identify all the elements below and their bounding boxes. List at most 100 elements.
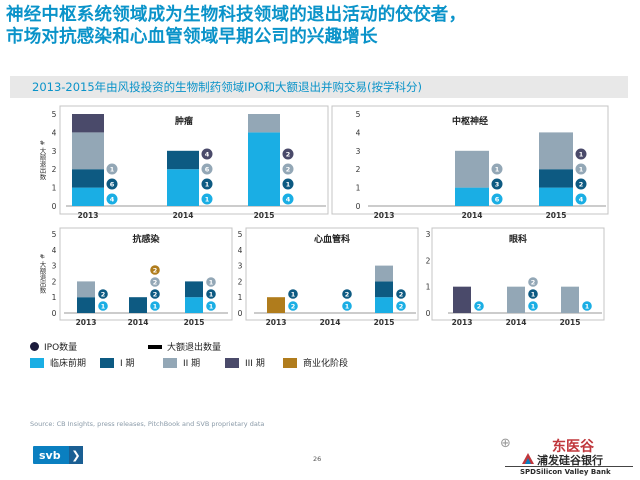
bar-segment (72, 114, 104, 133)
legend-commercial: 商业化阶段 (283, 356, 348, 369)
phase1-swatch (100, 357, 114, 368)
y-tick-label: 3 (356, 147, 361, 156)
bar-segment (267, 297, 285, 313)
legend-ipo-label: IPO数量 (44, 343, 78, 353)
x-tick-label: 2015 (560, 318, 581, 327)
bar-segment (455, 150, 489, 188)
chart-frame-1 (331, 105, 609, 215)
chart-title: 心血管科 (314, 233, 350, 245)
chart-title: 眼科 (509, 233, 527, 245)
page-number: 26 (313, 455, 322, 463)
ipo-count-label: 1 (205, 196, 210, 204)
ipo-count-label: 2 (291, 303, 296, 311)
ipo-count-circle (574, 162, 588, 176)
phase3-swatch (225, 357, 239, 368)
svb-logo: svb ❯ (33, 446, 83, 464)
ipo-count-label: 4 (205, 151, 210, 159)
ipo-count-circle (105, 192, 119, 206)
ipo-count-circle (281, 192, 295, 206)
ipo-count-circle (490, 192, 504, 206)
y-tick-label: 3 (52, 262, 57, 271)
x-tick-label: 2014 (462, 211, 483, 220)
ipo-count-label: 1 (153, 303, 158, 311)
legend-ma: 大额退出数量 (148, 340, 221, 353)
bar-segment (375, 297, 393, 313)
legend-commercial-label: 商业化阶段 (303, 359, 349, 369)
ipo-count-circle (105, 162, 119, 176)
legend-preclinical: 临床前期 (30, 356, 86, 369)
ipo-count-circle (105, 177, 119, 191)
ipo-count-label: 1 (531, 303, 536, 311)
chart-title: 抗感染 (132, 233, 160, 245)
ipo-dot-icon (30, 342, 39, 351)
ipo-count-label: 2 (101, 291, 106, 299)
bar-segment (185, 297, 203, 313)
ipo-count-label: 2 (153, 279, 158, 287)
chart-frame-0 (59, 105, 329, 215)
bar-segment (72, 132, 104, 170)
chart-frame-2 (59, 227, 233, 321)
ipo-count-circle (200, 162, 214, 176)
y-tick-label: 2 (356, 165, 361, 174)
ipo-count-label: 1 (209, 291, 214, 299)
ipo-count-circle (527, 276, 539, 288)
ipo-count-label: 2 (153, 267, 158, 275)
bar-segment (539, 169, 573, 188)
y-tick-label: 1 (52, 293, 57, 302)
chart-frame-4 (431, 227, 605, 321)
x-tick-label: 2015 (374, 318, 395, 327)
bar-segment (453, 286, 471, 313)
legend-ipo: IPO数量 (30, 340, 77, 353)
y-tick-label: 1 (426, 283, 431, 292)
svb-logo-text: svb (39, 448, 61, 462)
y-tick-label: 0 (52, 309, 57, 318)
x-tick-label: 2015 (254, 211, 275, 220)
ipo-count-label: 2 (345, 291, 350, 299)
legend-ma-label: 大额退出数量 (167, 343, 222, 353)
ipo-count-label: 4 (286, 196, 291, 204)
ipo-count-label: 2 (286, 151, 291, 159)
slide-title-line-1: 神经中枢系统领域成为生物科技领域的退出活动的佼佼者， (6, 5, 467, 25)
commercial-swatch (283, 357, 297, 368)
ipo-count-circle (395, 300, 407, 312)
ipo-count-circle (574, 147, 588, 161)
bar-segment (129, 297, 147, 313)
ipo-count-circle (200, 177, 214, 191)
ipo-count-circle (574, 177, 588, 191)
legend-phase2-label: II 期 (183, 359, 201, 369)
ipo-count-circle (205, 288, 217, 300)
bar-segment (72, 187, 104, 206)
ipo-count-label: 4 (110, 196, 115, 204)
ipo-count-circle (97, 300, 109, 312)
y-tick-label: 1 (238, 293, 243, 302)
ipo-count-label: 1 (345, 303, 350, 311)
x-tick-label: 2013 (78, 211, 99, 220)
ipo-count-circle (473, 300, 485, 312)
x-tick-label: 2014 (506, 318, 527, 327)
bar-segment (561, 286, 579, 313)
y-tick-label: 0 (356, 202, 361, 211)
ipo-count-circle (205, 276, 217, 288)
bar-segment (375, 281, 393, 298)
x-tick-label: 2013 (452, 318, 473, 327)
y-tick-label: 4 (52, 128, 57, 137)
ipo-count-circle (341, 300, 353, 312)
slide-title-line-2: 市场对抗感染和心血管领域早期公司的兴趣增长 (6, 27, 378, 47)
ipo-count-circle (281, 162, 295, 176)
y-tick-label: 2 (52, 277, 57, 286)
y-tick-label: 4 (356, 128, 361, 137)
ipo-count-circle (281, 177, 295, 191)
chart-title: 肿瘤 (175, 115, 193, 127)
ipo-count-label: 1 (101, 303, 106, 311)
chart-title: 中枢神经 (452, 115, 488, 127)
y-tick-label: 4 (238, 246, 243, 255)
ipo-count-label: 1 (495, 166, 500, 174)
ipo-count-label: 2 (286, 166, 291, 174)
ipo-count-circle (149, 288, 161, 300)
ipo-count-circle (527, 300, 539, 312)
ipo-count-label: 2 (399, 291, 404, 299)
y-tick-label: 5 (52, 230, 57, 239)
bar-segment (455, 187, 489, 206)
ipo-count-label: 1 (209, 279, 214, 287)
ipo-count-label: 1 (286, 181, 291, 189)
